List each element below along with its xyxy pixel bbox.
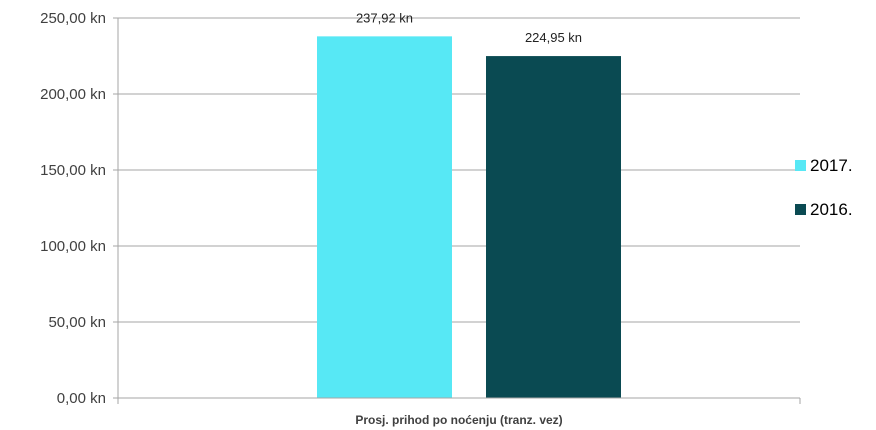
- y-tick-label: 0,00 kn: [57, 390, 106, 407]
- data-labels: 237,92 kn 224,95 kn: [356, 10, 582, 45]
- bar-2017: [317, 36, 452, 398]
- x-axis: Prosj. prihod po noćenju (tranz. vez): [117, 397, 801, 427]
- legend-label: 2017.: [810, 156, 853, 175]
- y-tick-label: 250,00 kn: [40, 10, 106, 27]
- gridlines: [118, 17, 800, 399]
- legend-label: 2016.: [810, 200, 853, 219]
- bars: [317, 36, 621, 399]
- x-category-label: Prosj. prihod po noćenju (tranz. vez): [355, 413, 562, 427]
- y-tick-label: 100,00 kn: [40, 238, 106, 255]
- y-tick-label: 50,00 kn: [48, 314, 106, 331]
- y-tick-label: 150,00 kn: [40, 162, 106, 179]
- legend: 2017. 2016.: [795, 156, 853, 219]
- data-label: 237,92 kn: [356, 10, 413, 25]
- bar-2016: [486, 56, 621, 399]
- y-tick-label: 200,00 kn: [40, 86, 106, 103]
- legend-swatch: [795, 204, 806, 215]
- y-axis: 0,00 kn 50,00 kn 100,00 kn 150,00 kn 200,00 …: [40, 10, 119, 407]
- data-label: 224,95 kn: [525, 30, 582, 45]
- legend-swatch: [795, 160, 806, 171]
